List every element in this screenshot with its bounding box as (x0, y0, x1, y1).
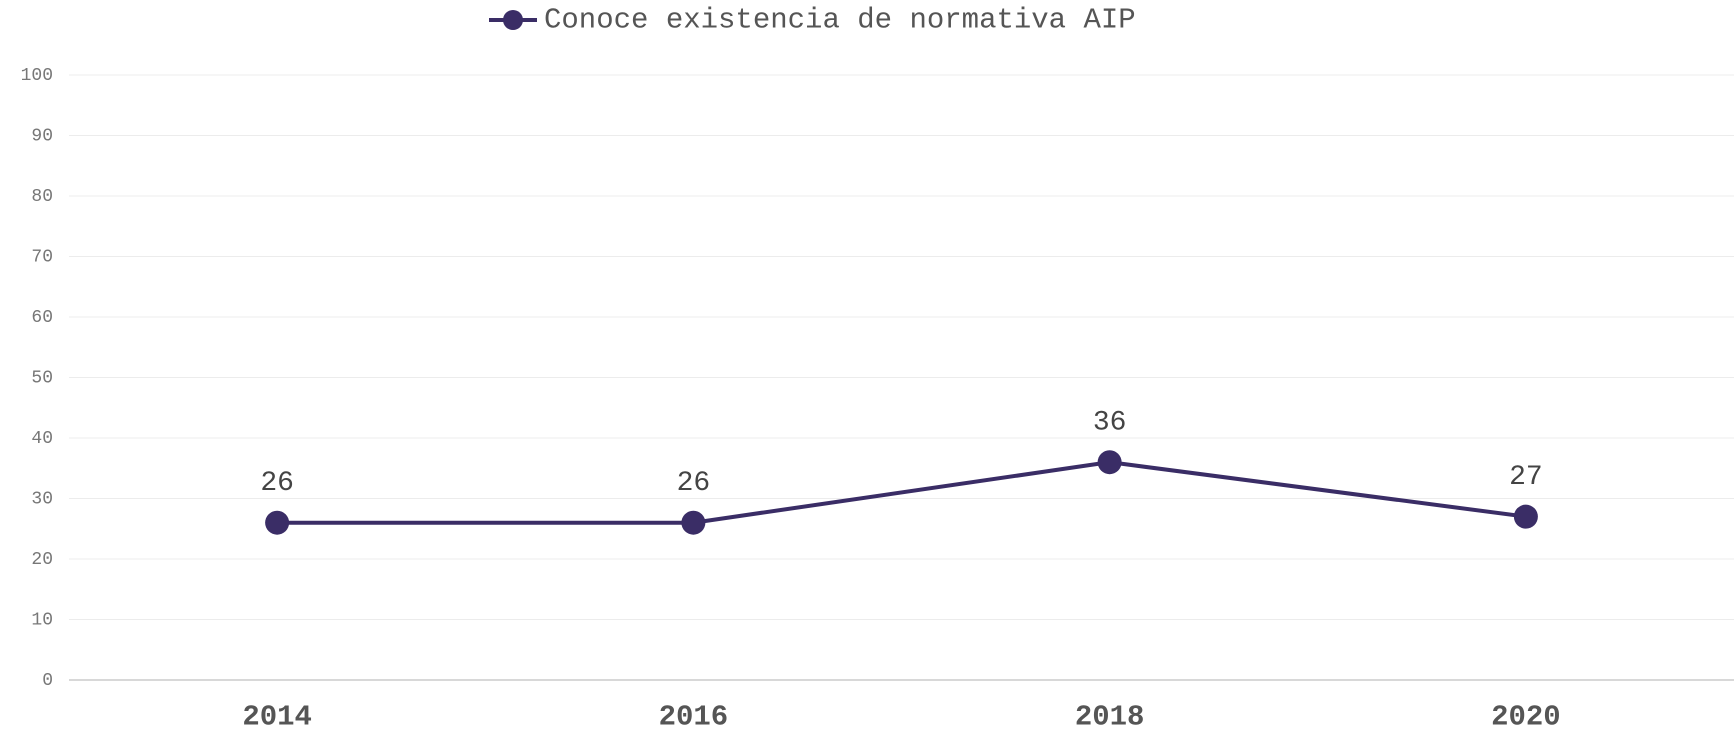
point (1097, 450, 1122, 475)
point (265, 510, 290, 535)
data-label: 26 (260, 468, 294, 499)
x-tick-label: 2020 (1491, 701, 1561, 731)
legend-marker (503, 10, 523, 30)
y-tick-label: 10 (31, 610, 53, 630)
x-tick-label: 2018 (1075, 701, 1145, 731)
legend-label: Conoce existencia de normativa AIP (544, 4, 1136, 37)
data-label: 36 (1093, 408, 1127, 439)
y-tick-label: 80 (31, 187, 53, 207)
y-tick-label: 100 (21, 66, 53, 86)
x-tick-label: 2014 (242, 701, 312, 731)
point (1513, 504, 1538, 529)
y-tick-label: 90 (31, 126, 53, 146)
y-tick-label: 50 (31, 368, 53, 388)
series-line (277, 460, 1527, 525)
y-tick-label: 70 (31, 247, 53, 267)
y-tick-label: 40 (31, 429, 53, 449)
point (681, 510, 706, 535)
x-tick-label: 2016 (659, 701, 729, 731)
y-tick-label: 60 (31, 308, 53, 328)
y-tick-label: 0 (42, 671, 53, 691)
y-tick-label: 20 (31, 550, 53, 570)
data-label: 26 (677, 468, 711, 499)
y-tick-label: 30 (31, 489, 53, 509)
data-label: 27 (1509, 462, 1543, 493)
